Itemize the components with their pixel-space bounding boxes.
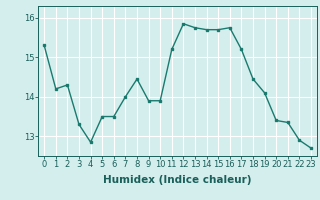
X-axis label: Humidex (Indice chaleur): Humidex (Indice chaleur): [103, 175, 252, 185]
